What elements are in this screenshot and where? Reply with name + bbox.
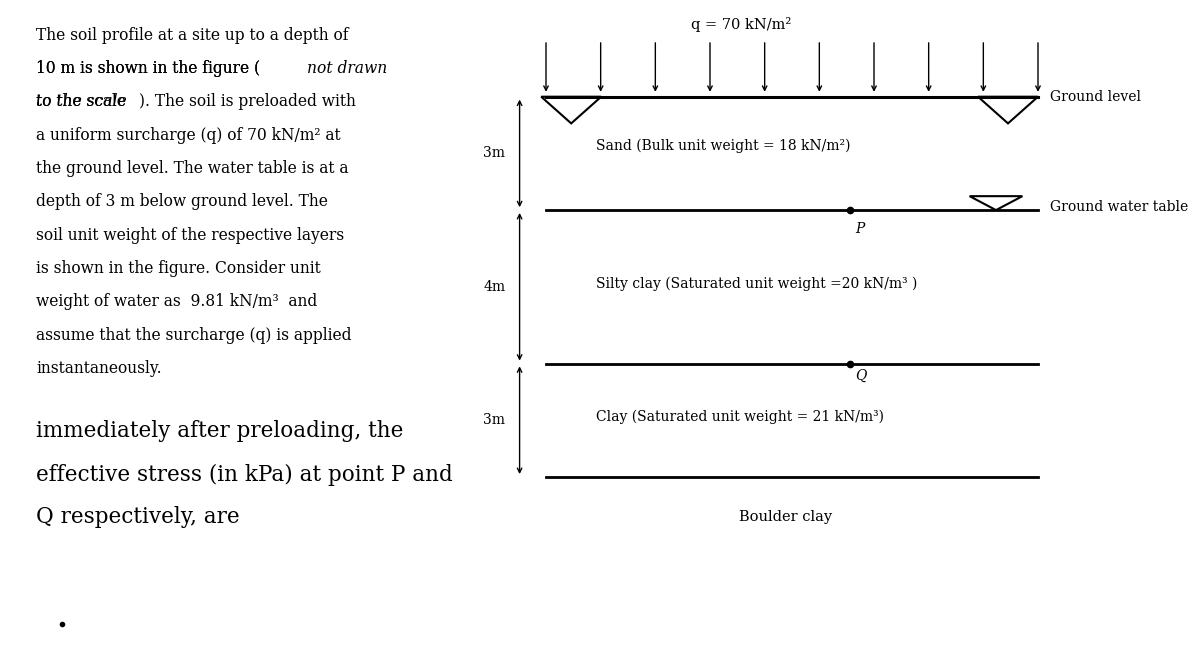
Text: assume that the surcharge (q) is applied: assume that the surcharge (q) is applied <box>36 327 352 344</box>
Text: q = 70 kN/m²: q = 70 kN/m² <box>691 17 792 32</box>
Text: ). The soil is preloaded with: ). The soil is preloaded with <box>139 93 355 110</box>
Text: the ground level. The water table is at a: the ground level. The water table is at … <box>36 160 348 177</box>
Text: 3m: 3m <box>484 414 505 427</box>
Text: 10 m is shown in the figure (: 10 m is shown in the figure ( <box>36 60 260 77</box>
Text: Q respectively, are: Q respectively, are <box>36 506 240 528</box>
Text: immediately after preloading, the: immediately after preloading, the <box>36 420 403 442</box>
Text: to the scale: to the scale <box>36 93 127 110</box>
Text: to the scale: to the scale <box>36 93 126 110</box>
Text: P: P <box>856 222 865 236</box>
Text: weight of water as  9.81 kN/m³  and: weight of water as 9.81 kN/m³ and <box>36 293 317 310</box>
Text: 10 m is shown in the figure (: 10 m is shown in the figure ( <box>36 60 260 77</box>
Text: 4m: 4m <box>484 280 505 293</box>
Text: Silty clay (Saturated unit weight =20 kN/m³ ): Silty clay (Saturated unit weight =20 kN… <box>596 276 918 291</box>
Text: Ground level: Ground level <box>1050 90 1141 103</box>
Text: Q: Q <box>856 369 866 383</box>
Text: Clay (Saturated unit weight = 21 kN/m³): Clay (Saturated unit weight = 21 kN/m³) <box>596 410 884 424</box>
Text: Boulder clay: Boulder clay <box>739 510 833 524</box>
Text: Ground water table: Ground water table <box>1050 200 1188 213</box>
Text: depth of 3 m below ground level. The: depth of 3 m below ground level. The <box>36 193 328 210</box>
Text: is shown in the figure. Consider unit: is shown in the figure. Consider unit <box>36 260 320 277</box>
Text: instantaneously.: instantaneously. <box>36 360 162 377</box>
Text: a uniform surcharge (q) of 70 kN/m² at: a uniform surcharge (q) of 70 kN/m² at <box>36 127 341 143</box>
Text: The soil profile at a site up to a depth of: The soil profile at a site up to a depth… <box>36 27 348 43</box>
Text: not drawn: not drawn <box>307 60 386 77</box>
Text: effective stress (in kPa) at point P and: effective stress (in kPa) at point P and <box>36 464 452 486</box>
Text: 3m: 3m <box>484 147 505 160</box>
Text: soil unit weight of the respective layers: soil unit weight of the respective layer… <box>36 227 344 243</box>
Text: Sand (Bulk unit weight = 18 kN/m²): Sand (Bulk unit weight = 18 kN/m²) <box>596 138 851 153</box>
